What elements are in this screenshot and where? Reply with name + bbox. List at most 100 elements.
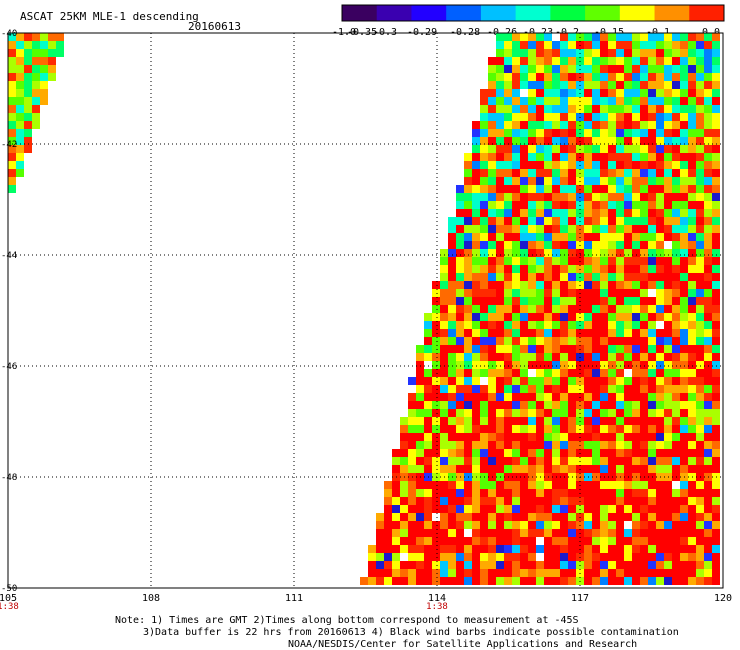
swath-cell [400, 505, 408, 513]
swath-cell [520, 313, 528, 321]
swath-cell [536, 113, 544, 121]
swath-cell [704, 409, 712, 417]
swath-cell [664, 353, 672, 361]
swath-cell [608, 209, 616, 217]
swath-cell [520, 521, 528, 529]
swath-cell [592, 49, 600, 57]
swath-cell [584, 73, 592, 81]
swath-cell [704, 249, 712, 257]
swath-cell [536, 241, 544, 249]
swath-cell [624, 569, 632, 577]
swath-cell [32, 33, 40, 41]
swath-cell [624, 497, 632, 505]
swath-cell [672, 465, 680, 473]
swath-cell [648, 169, 656, 177]
swath-cell [584, 329, 592, 337]
swath-cell [528, 249, 536, 257]
swath-cell [592, 441, 600, 449]
swath-cell [560, 449, 568, 457]
swath-cell [48, 41, 56, 49]
swath-cell [456, 305, 464, 313]
swath-cell [464, 481, 472, 489]
swath-cell [608, 433, 616, 441]
swath-cell [560, 281, 568, 289]
swath-cell [496, 393, 504, 401]
swath-cell [504, 217, 512, 225]
swath-cell [432, 353, 440, 361]
swath-cell [480, 153, 488, 161]
swath-cell [560, 169, 568, 177]
swath-cell [672, 257, 680, 265]
swath-cell [552, 41, 560, 49]
swath-cell [456, 417, 464, 425]
swath-cell [712, 241, 720, 249]
swath-cell [656, 289, 664, 297]
swath-cell [520, 329, 528, 337]
swath-cell [696, 89, 704, 97]
swath-cell [624, 185, 632, 193]
swath-cell [560, 257, 568, 265]
swath-cell [600, 89, 608, 97]
swath-cell [544, 393, 552, 401]
swath-cell [392, 561, 400, 569]
swath-cell [400, 425, 408, 433]
swath-cell [440, 377, 448, 385]
swath-cell [552, 65, 560, 73]
swath-cell [680, 337, 688, 345]
swath-cell [584, 377, 592, 385]
swath-cell [680, 257, 688, 265]
swath-cell [408, 553, 416, 561]
swath-cell [440, 361, 448, 369]
swath-cell [424, 521, 432, 529]
swath-cell [616, 361, 624, 369]
swath-cell [608, 97, 616, 105]
swath-cell [656, 233, 664, 241]
swath-cell [704, 329, 712, 337]
swath-cell [16, 57, 24, 65]
swath-cell [704, 425, 712, 433]
swath-cell [496, 185, 504, 193]
swath-cell [608, 225, 616, 233]
swath-cell [16, 145, 24, 153]
swath-cell [560, 329, 568, 337]
swath-cell [456, 337, 464, 345]
swath-cell [544, 113, 552, 121]
swath-cell [712, 249, 720, 257]
swath-cell [440, 345, 448, 353]
swath-cell [432, 297, 440, 305]
footer-credit: NOAA/NESDIS/Center for Satellite Applica… [288, 639, 637, 650]
swath-cell [520, 33, 528, 41]
swath-cell [584, 569, 592, 577]
swath-cell [648, 529, 656, 537]
swath-cell [464, 465, 472, 473]
swath-cell [536, 217, 544, 225]
swath-cell [632, 201, 640, 209]
swath-cell [560, 265, 568, 273]
swath-cell [544, 177, 552, 185]
swath-cell [688, 257, 696, 265]
swath-cell [696, 129, 704, 137]
swath-cell [480, 417, 488, 425]
swath-cell [472, 265, 480, 273]
swath-cell [632, 289, 640, 297]
swath-cell [600, 569, 608, 577]
swath-cell [448, 409, 456, 417]
swath-cell [664, 305, 672, 313]
swath-cell [32, 49, 40, 57]
swath-cell [536, 345, 544, 353]
swath-cell [24, 81, 32, 89]
swath-cell [640, 521, 648, 529]
swath-cell [552, 281, 560, 289]
swath-cell [8, 105, 16, 113]
swath-cell [584, 105, 592, 113]
swath-cell [592, 201, 600, 209]
swath-cell [24, 97, 32, 105]
swath-cell [528, 321, 536, 329]
swath-cell [624, 257, 632, 265]
swath-cell [552, 81, 560, 89]
swath-cell [696, 273, 704, 281]
swath-cell [616, 329, 624, 337]
swath-cell [448, 241, 456, 249]
swath-cell [560, 177, 568, 185]
swath-cell [584, 289, 592, 297]
